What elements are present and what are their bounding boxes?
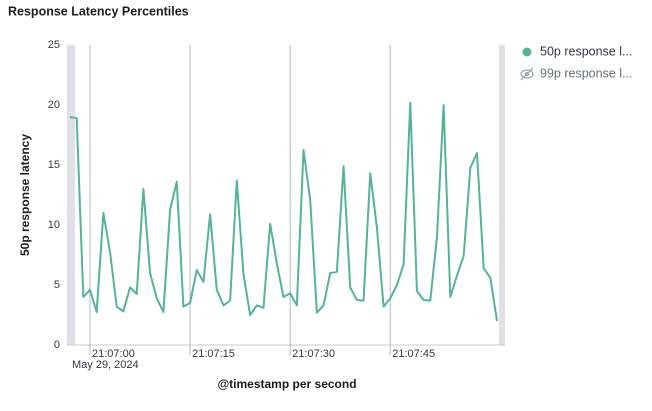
partial-bucket <box>499 45 505 345</box>
date-label: May 29, 2024 <box>72 359 139 371</box>
y-tick-label: 25 <box>48 39 60 51</box>
legend-hidden-icon <box>520 69 534 79</box>
y-tick-label: 0 <box>54 339 60 351</box>
y-axis-title: 50p response latency <box>18 134 32 256</box>
series-line <box>69 101 498 322</box>
x-tick-label: 21:07:45 <box>392 348 435 360</box>
partial-bucket <box>67 45 75 345</box>
chart-title: Response Latency Percentiles <box>8 4 189 18</box>
legend-label[interactable]: 50p response l... <box>540 44 632 58</box>
legend-hidden-icon <box>524 71 530 77</box>
x-tick-label: 21:07:00 <box>92 348 135 360</box>
legend: 50p response l... 99p response l... <box>520 44 632 81</box>
x-axis-title: @timestamp per second <box>217 377 356 391</box>
y-tick-label: 15 <box>48 159 60 171</box>
x-tick-label: 21:07:15 <box>192 348 235 360</box>
y-tick-label: 5 <box>54 279 60 291</box>
y-tick-label: 20 <box>48 99 60 111</box>
x-tick-label: 21:07:30 <box>292 348 335 360</box>
legend-hidden-icon <box>520 67 534 81</box>
legend-label[interactable]: 99p response l... <box>540 66 632 80</box>
legend-marker <box>522 47 532 57</box>
y-tick-label: 10 <box>48 219 60 231</box>
